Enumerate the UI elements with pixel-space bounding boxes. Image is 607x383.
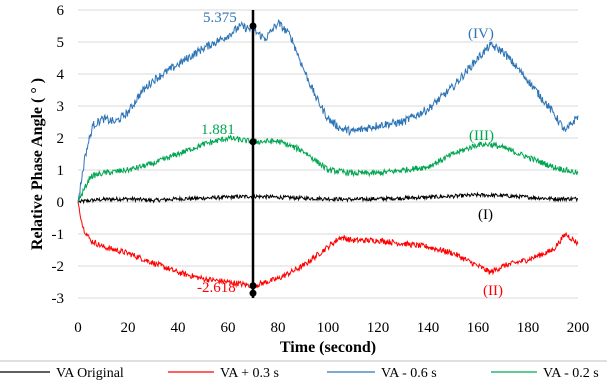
x-tick-label: 160: [467, 320, 490, 336]
x-tick-label: 180: [517, 320, 540, 336]
y-tick-label: 4: [57, 67, 65, 83]
value-annotation: 5.375: [203, 10, 237, 26]
series-line: [77, 18, 579, 203]
y-tick-label: -2: [52, 259, 65, 275]
x-tick-label: 60: [221, 320, 236, 336]
series-label: (II): [483, 283, 503, 299]
x-tick-labels: 0 20 40 60 80 100 120 140 160 180 200: [74, 320, 589, 336]
x-tick-label: 80: [271, 320, 286, 336]
marker-point: [249, 22, 257, 30]
value-annotation: -2.618: [197, 280, 236, 296]
series-lines: [77, 18, 579, 289]
y-tick-label: 6: [57, 3, 65, 19]
legend: VA Original VA + 0.3 s VA - 0.6 s VA - 0.2 …: [0, 360, 607, 383]
legend-background: [0, 360, 607, 383]
y-tick-label: 1: [57, 163, 65, 179]
x-tick-label: 140: [417, 320, 440, 336]
legend-label: VA + 0.3 s: [220, 366, 279, 381]
series-label: (IV): [468, 26, 494, 42]
legend-label: VA - 0.6 s: [381, 366, 437, 381]
series-label: (III): [469, 128, 494, 144]
x-tick-label: 20: [121, 320, 136, 336]
y-tick-label: 3: [57, 99, 65, 115]
y-tick-label: -3: [52, 291, 65, 307]
vertical-marker: [249, 10, 257, 298]
marker-point: [249, 289, 257, 297]
value-annotations: 5.375 1.881 -2.618: [197, 10, 237, 296]
series-label: (I): [478, 207, 493, 223]
x-tick-label: 100: [317, 320, 340, 336]
series-labels: (I) (II) (IV) (III): [468, 26, 503, 299]
series-line: [77, 201, 579, 289]
x-tick-label: 200: [567, 320, 590, 336]
x-axis-title: Time (second): [280, 339, 376, 356]
marker-point: [249, 138, 257, 146]
y-tick-labels: -3 -2 -1 0 1 2 3 4 5 6: [52, 3, 65, 307]
y-tick-label: -1: [52, 227, 65, 243]
x-tick-label: 40: [171, 320, 186, 336]
y-tick-label: 2: [57, 131, 65, 147]
series-line: [77, 134, 579, 203]
series-line: [77, 191, 579, 205]
value-annotation: 1.881: [201, 122, 235, 138]
marker-point: [249, 282, 257, 290]
x-tick-label: 120: [367, 320, 390, 336]
legend-label: VA - 0.2 s: [543, 366, 599, 381]
y-axis-title: Relative Phase Angle ( ° ): [29, 78, 46, 250]
y-tick-label: 0: [57, 195, 65, 211]
legend-label: VA Original: [56, 366, 124, 381]
y-tick-label: 5: [57, 35, 65, 51]
grid-lines: [78, 9, 578, 299]
x-tick-label: 0: [74, 320, 82, 336]
